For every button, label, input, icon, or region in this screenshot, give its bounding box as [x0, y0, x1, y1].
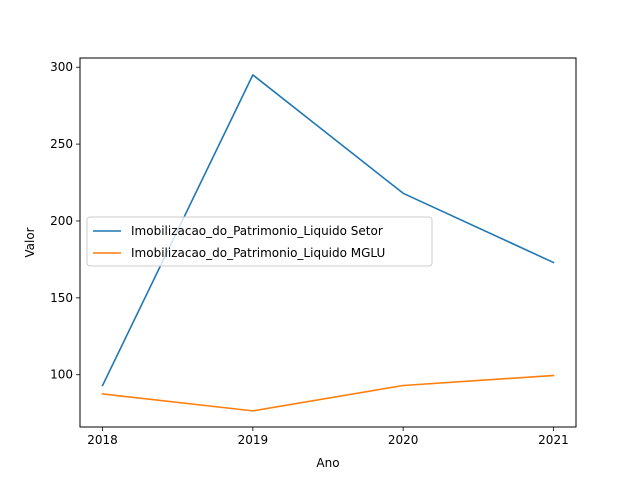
y-axis: 100 150 200 250 300 [50, 60, 80, 382]
x-tick-label: 2020 [388, 433, 419, 447]
y-tick-label: 250 [50, 137, 73, 151]
legend-box [86, 216, 433, 267]
plot-frame [79, 57, 577, 428]
y-tick-label: 100 [50, 368, 73, 382]
y-tick-label: 300 [50, 60, 73, 74]
x-axis-label: Ano [316, 456, 339, 470]
x-tick-label: 2019 [238, 433, 269, 447]
x-tick-label: 2018 [87, 433, 118, 447]
y-tick-label: 150 [50, 291, 73, 305]
x-tick-label: 2021 [538, 433, 569, 447]
legend: Imobilizacao_do_Patrimonio_Liquido Setor… [86, 216, 433, 267]
legend-label-0: Imobilizacao_do_Patrimonio_Liquido Setor [131, 224, 383, 238]
series-line-1 [101, 374, 555, 412]
y-tick-label: 200 [50, 214, 73, 228]
legend-label-1: Imobilizacao_do_Patrimonio_Liquido MGLU [131, 246, 385, 260]
x-axis: 2018 2019 2020 2021 [87, 427, 569, 447]
y-axis-label: Valor [23, 227, 37, 257]
